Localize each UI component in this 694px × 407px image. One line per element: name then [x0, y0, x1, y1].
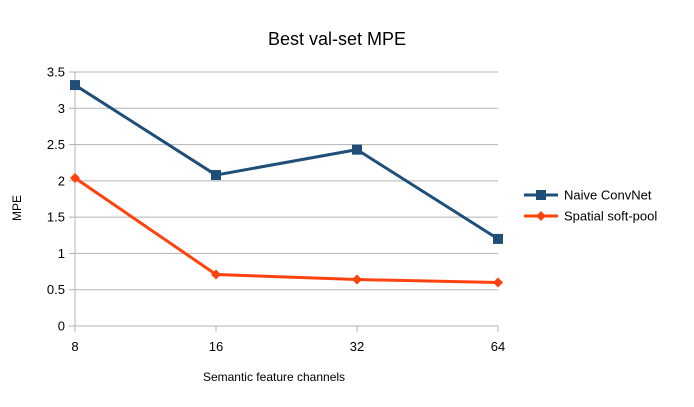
data-point: [493, 277, 503, 288]
legend-marker: [536, 190, 546, 200]
series-lines: [70, 80, 503, 288]
y-tick-label: 3: [58, 101, 65, 116]
axes: [69, 71, 499, 332]
x-tick-label: 32: [350, 339, 364, 354]
series-1: [70, 172, 503, 288]
x-tick-label: 8: [71, 339, 78, 354]
data-point: [493, 233, 503, 244]
y-tick-label: 2: [58, 173, 65, 188]
legend: Naive ConvNet Spatial soft-pool: [524, 188, 657, 224]
x-tick-labels: 8 16 32 64: [71, 339, 505, 354]
series-0: [70, 80, 503, 244]
data-point: [211, 170, 221, 181]
x-tick-label: 64: [491, 339, 505, 354]
data-point: [352, 274, 362, 285]
legend-label: Spatial soft-pool: [564, 209, 657, 224]
y-tick-label: 1.5: [47, 210, 65, 225]
legend-item: Spatial soft-pool: [524, 209, 657, 224]
x-axis-label: Semantic feature channels: [203, 370, 345, 384]
data-point: [70, 80, 80, 91]
chart-title: Best val-set MPE: [268, 29, 406, 49]
y-tick-label: 1: [58, 246, 65, 261]
data-point: [211, 269, 221, 280]
series-line: [74, 83, 499, 241]
gridlines: [75, 71, 498, 291]
y-tick-label: 3.5: [47, 65, 65, 80]
y-tick-labels: 0 0.5 1 1.5 2 2.5 3 3.5: [47, 65, 65, 334]
x-tick-label: 16: [209, 339, 223, 354]
y-tick-label: 0: [58, 319, 65, 334]
y-tick-label: 0.5: [47, 282, 65, 297]
legend-marker: [536, 211, 546, 221]
legend-label: Naive ConvNet: [564, 188, 652, 203]
series-line: [74, 176, 499, 284]
y-tick-label: 2.5: [47, 137, 65, 152]
data-point: [70, 172, 80, 183]
legend-item: Naive ConvNet: [524, 188, 652, 203]
data-point: [352, 144, 362, 155]
y-axis-label: MPE: [10, 195, 24, 221]
